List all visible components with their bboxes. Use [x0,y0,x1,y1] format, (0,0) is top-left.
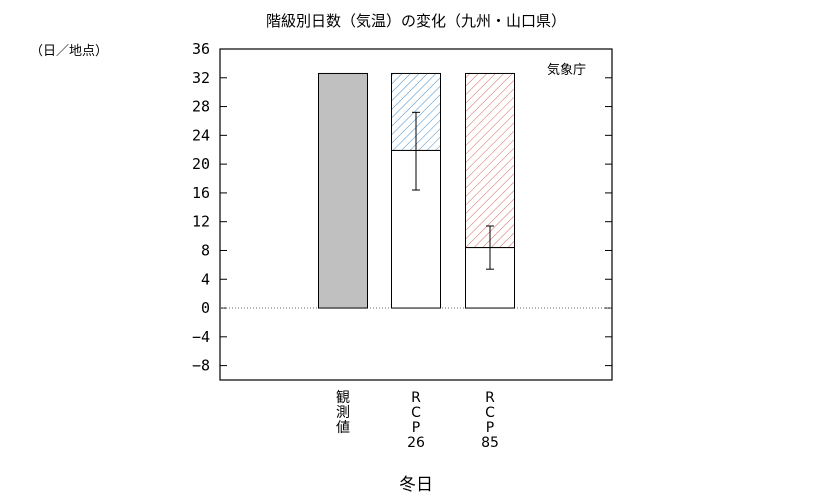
category-label-line: R [485,390,495,406]
chart-credit: 気象庁 [547,62,586,78]
y-tick-label: 0 [201,299,210,317]
y-tick-label: 8 [201,241,210,259]
category-label-line: P [412,420,420,436]
category-label-line: C [485,405,495,421]
category-label-line: 測 [336,405,350,421]
bar-observed [318,72,368,309]
y-tick-label: −4 [192,328,210,346]
y-tick-label: 24 [192,126,210,144]
category-label-line: 値 [336,420,350,436]
chart-title: 階級別日数（気温）の変化（九州・山口県） [266,12,566,30]
y-tick-label: 32 [192,69,210,87]
category-label-line: 85 [481,435,499,451]
category-label: R C P 26 [407,390,425,451]
plot-area [219,48,613,381]
y-tick-label: 16 [192,184,210,202]
y-tick-label: 4 [201,270,210,288]
bar-change-hatch [465,72,515,249]
category-label-line: P [486,420,494,436]
y-tick-label: 20 [192,155,210,173]
category-label: R C P 85 [481,390,499,451]
bars-group [318,72,515,309]
y-axis: 36 32 28 24 20 16 12 8 4 0 −4 −8 [192,40,612,375]
category-label-line: 26 [407,435,425,451]
category-label: 観測値 [336,389,350,436]
y-tick-label: 36 [192,40,210,58]
y-tick-label: −8 [192,357,210,375]
y-axis-label: （日／地点） [30,44,108,59]
y-tick-label: 12 [192,213,210,231]
category-label-line: R [411,390,421,406]
category-label-line: C [411,405,421,421]
category-label-line: 観 [336,389,350,406]
x-axis-label: 冬日 [399,475,433,495]
y-tick-label: 28 [192,98,210,116]
